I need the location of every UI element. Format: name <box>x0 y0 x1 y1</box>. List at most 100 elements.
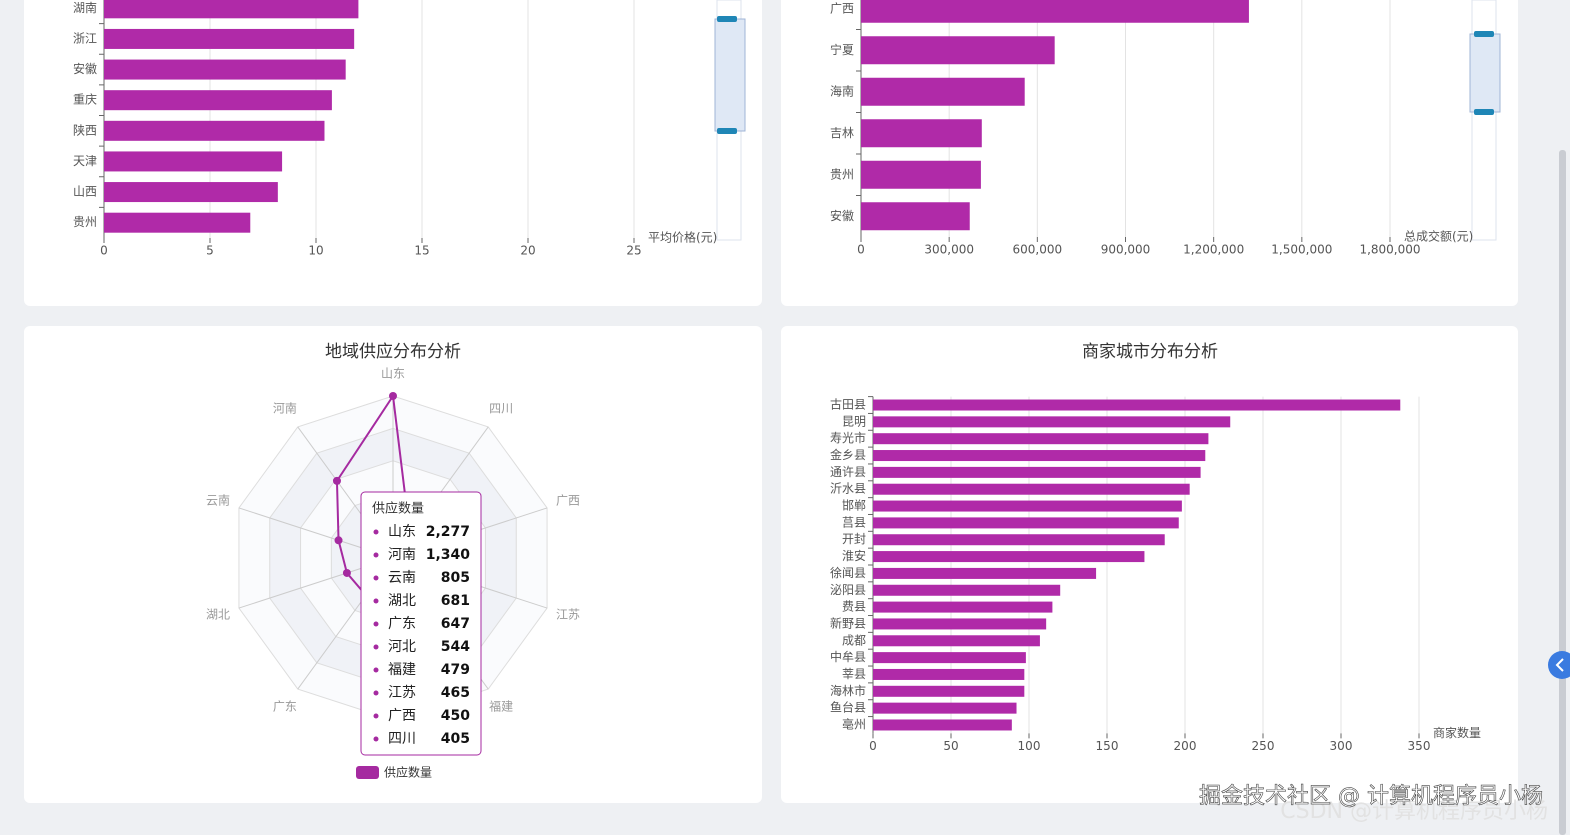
y-tick-label: 广西 <box>830 1 854 15</box>
tooltip-box <box>360 491 482 756</box>
bar <box>873 534 1165 546</box>
bar <box>873 567 1097 579</box>
watermark: 掘金技术社区 @ 计算机程序员小杨 <box>1199 784 1543 809</box>
x-tick-label: 250 <box>1252 739 1275 753</box>
indicator-label: 山东 <box>381 367 405 381</box>
tooltip-title: 供应数量 <box>372 501 424 517</box>
x-tick-label: 100 <box>1018 739 1041 753</box>
chart-title: 地域供应分布分析 <box>325 342 461 362</box>
bar <box>861 160 981 189</box>
tooltip-value: 681 <box>441 593 470 609</box>
tooltip-value: 544 <box>441 639 470 655</box>
tooltip-dot <box>373 598 379 604</box>
tooltip-dot <box>373 644 379 650</box>
zoom-window <box>1469 33 1501 113</box>
tooltip-dot <box>373 575 379 581</box>
data-zoom[interactable] <box>1469 0 1501 241</box>
bar <box>861 77 1025 106</box>
zoom-handle[interactable] <box>717 128 737 134</box>
x-axis-label: 平均价格(元) <box>648 230 717 245</box>
zoom-handle[interactable] <box>1474 31 1494 37</box>
x-tick-label: 50 <box>943 739 958 753</box>
radar-point <box>342 568 351 577</box>
bar <box>104 90 332 111</box>
tooltip-value: 450 <box>441 708 470 724</box>
radar-point <box>332 476 341 485</box>
tooltip-dot <box>373 713 379 719</box>
y-tick-label: 新野县 <box>830 615 866 630</box>
y-tick-label: 邯郸 <box>842 498 866 513</box>
bar <box>861 36 1055 65</box>
x-tick-label: 1,500,000 <box>1271 243 1332 257</box>
y-tick-label: 金乡县 <box>830 447 866 462</box>
zoom-handle[interactable] <box>717 16 737 22</box>
scrollbar[interactable] <box>1559 150 1566 835</box>
y-tick-label: 湖南 <box>73 0 97 15</box>
x-tick-label: 350 <box>1408 739 1431 753</box>
tooltip-category: 河南 <box>388 547 416 563</box>
indicator-label: 河南 <box>273 401 297 416</box>
x-tick-label: 15 <box>414 244 429 258</box>
tooltip-dot <box>373 621 379 627</box>
tooltip-category: 江苏 <box>388 685 416 701</box>
y-tick-label: 中牟县 <box>830 649 866 664</box>
bar <box>104 59 346 80</box>
x-tick-label: 5 <box>206 244 214 258</box>
tooltip-value: 805 <box>441 570 470 586</box>
bar <box>873 668 1025 680</box>
bar <box>873 500 1182 512</box>
bar <box>104 151 283 172</box>
x-tick-label: 20 <box>520 244 535 258</box>
tooltip-category: 广东 <box>388 616 416 632</box>
tooltip-category: 云南 <box>388 570 416 586</box>
y-tick-label: 贵州 <box>73 215 97 229</box>
bar <box>873 551 1145 563</box>
y-tick-label: 开封 <box>842 532 866 546</box>
x-tick-label: 0 <box>100 244 108 258</box>
x-tick-label: 200 <box>1174 739 1197 753</box>
zoom-handle[interactable] <box>1474 109 1494 115</box>
y-tick-label: 安徽 <box>73 61 97 76</box>
x-tick-label: 150 <box>1096 739 1119 753</box>
y-tick-label: 寿光市 <box>830 430 866 445</box>
bar <box>873 517 1179 529</box>
indicator-label: 湖北 <box>206 606 230 621</box>
y-tick-label: 陕西 <box>73 122 97 137</box>
data-zoom[interactable] <box>714 0 746 241</box>
bar <box>873 450 1206 462</box>
x-tick-label: 25 <box>626 244 641 258</box>
bar <box>104 120 325 141</box>
y-tick-label: 莘县 <box>842 667 866 681</box>
card <box>781 326 1518 803</box>
y-tick-label: 海林市 <box>830 683 866 698</box>
indicator-label: 江苏 <box>556 607 580 621</box>
bar <box>873 466 1201 478</box>
y-tick-label: 山西 <box>73 185 97 199</box>
legend-label: 供应数量 <box>384 765 432 780</box>
bar <box>873 685 1025 697</box>
radar-point <box>389 392 397 400</box>
x-axis-label: 商家数量 <box>1433 725 1481 740</box>
y-tick-label: 贵州 <box>830 167 854 181</box>
tooltip-value: 1,340 <box>426 547 471 563</box>
y-tick-label: 徐闻县 <box>830 565 866 580</box>
zoom-window <box>714 18 746 132</box>
radar-point <box>334 536 343 545</box>
y-tick-label: 浙江 <box>73 31 97 45</box>
bar <box>873 652 1026 664</box>
y-tick-label: 成都 <box>842 633 866 647</box>
bar <box>861 0 1249 23</box>
side-toggle[interactable] <box>1548 651 1570 679</box>
y-tick-label: 海南 <box>830 83 854 98</box>
tooltip-value: 479 <box>441 662 470 678</box>
y-tick-label: 宁夏 <box>830 42 854 57</box>
indicator-label: 广西 <box>556 494 580 508</box>
x-tick-label: 300 <box>1330 739 1353 753</box>
tooltip-value: 2,277 <box>426 524 470 540</box>
x-tick-label: 1,200,000 <box>1183 243 1244 257</box>
tooltip-dot <box>373 529 379 535</box>
y-tick-label: 沂水县 <box>830 482 866 496</box>
